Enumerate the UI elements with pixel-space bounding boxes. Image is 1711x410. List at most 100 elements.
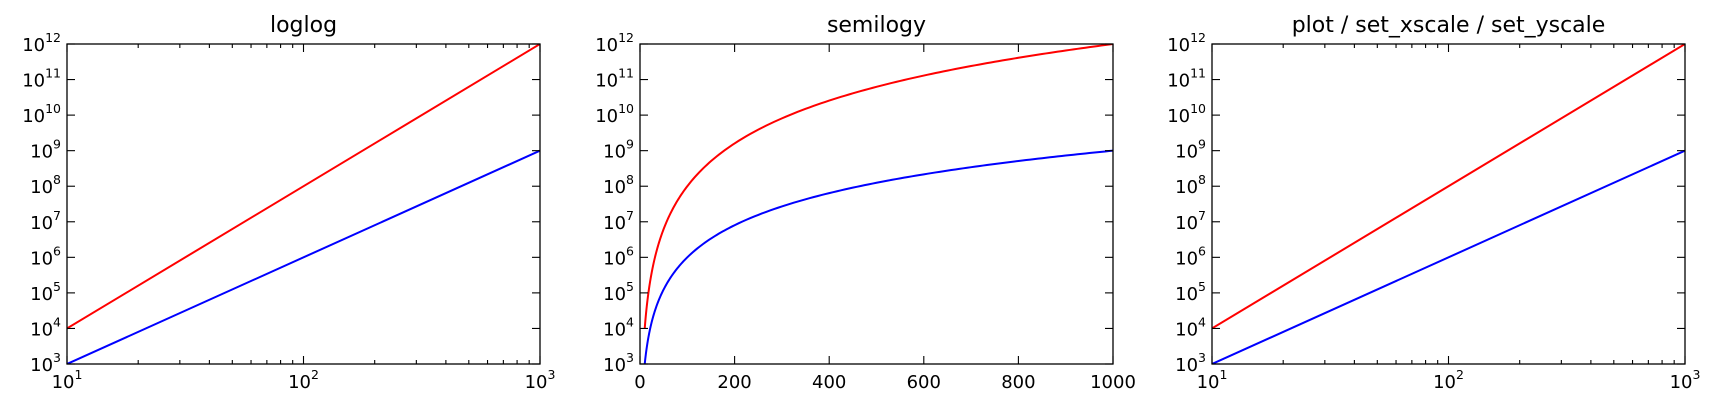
y-tick-label-exponent: 6 <box>626 243 634 258</box>
y-tick-label-exponent: 10 <box>45 101 61 116</box>
plot-frame <box>639 43 1114 365</box>
series-line-1 <box>1212 44 1685 330</box>
y-tick-label-exponent: 9 <box>1198 137 1206 152</box>
y-tick-label-base: 10 <box>603 248 626 269</box>
y-tick-label-exponent: 12 <box>45 30 61 45</box>
y-tick-label-base: 10 <box>1175 142 1198 163</box>
y-tick-label-base: 10 <box>30 248 53 269</box>
x-tick-label-base: 10 <box>288 372 311 393</box>
y-tick-label-exponent: 4 <box>53 314 61 329</box>
y-tick-label: 1011 <box>595 66 634 92</box>
y-tick-label-exponent: 3 <box>53 350 61 365</box>
x-tick-label-text: 1000 <box>1090 372 1136 393</box>
y-tick-label-exponent: 10 <box>1190 101 1206 116</box>
y-tick-label: 108 <box>1175 172 1206 198</box>
x-tick-label: 200 <box>717 372 751 393</box>
y-tick-label-base: 10 <box>30 319 53 340</box>
y-tick-label-base: 10 <box>595 71 618 92</box>
y-tick-label-base: 10 <box>30 284 53 305</box>
y-tick-label: 104 <box>30 314 61 340</box>
y-tick-label-base: 10 <box>603 319 626 340</box>
y-tick-label-exponent: 3 <box>1198 350 1206 365</box>
y-tick-label-base: 10 <box>1175 284 1198 305</box>
y-tick-label-exponent: 8 <box>53 172 61 187</box>
y-tick-label-exponent: 12 <box>1190 30 1206 45</box>
x-tick-label-text: 400 <box>812 372 846 393</box>
y-tick-label: 1012 <box>595 30 634 56</box>
y-tick-label-exponent: 8 <box>626 172 634 187</box>
y-tick-label-base: 10 <box>30 142 53 163</box>
y-tick-label: 105 <box>1175 279 1206 305</box>
y-tick-label-base: 10 <box>603 284 626 305</box>
x-tick-label-exponent: 3 <box>547 367 555 382</box>
y-tick-label-exponent: 11 <box>1190 66 1206 81</box>
x-tick-label-base: 10 <box>52 372 75 393</box>
x-tick-label: 0 <box>634 372 645 393</box>
y-tick-label-exponent: 6 <box>53 243 61 258</box>
x-tick-label-exponent: 1 <box>1219 367 1227 382</box>
y-tick-label-exponent: 10 <box>618 101 634 116</box>
y-tick-label-base: 10 <box>1167 106 1190 127</box>
series-line-0 <box>1212 149 1685 364</box>
y-tick-label-exponent: 12 <box>618 30 634 45</box>
y-tick-label-exponent: 7 <box>53 208 61 223</box>
y-tick-label: 1010 <box>1167 101 1206 127</box>
y-tick-label-base: 10 <box>22 35 45 56</box>
chart-title: semilogy <box>827 13 926 38</box>
y-tick-label-exponent: 9 <box>53 137 61 152</box>
plot-frame <box>66 43 541 365</box>
y-tick-label-exponent: 9 <box>626 137 634 152</box>
y-tick-label-base: 10 <box>595 35 618 56</box>
y-tick-label-base: 10 <box>603 355 626 376</box>
y-tick-label: 104 <box>603 314 634 340</box>
plot-frame <box>1211 43 1686 365</box>
y-tick-label: 109 <box>1175 137 1206 163</box>
y-tick-label-base: 10 <box>603 213 626 234</box>
x-tick-label-base: 10 <box>1670 372 1693 393</box>
y-tick-label-exponent: 11 <box>618 66 634 81</box>
y-tick-label-exponent: 5 <box>626 279 634 294</box>
y-tick-label-exponent: 6 <box>1198 243 1206 258</box>
x-tick-label-base: 10 <box>1197 372 1220 393</box>
x-tick-label-text: 600 <box>907 372 941 393</box>
series-line-1 <box>67 44 540 330</box>
x-tick-label: 800 <box>1001 372 1035 393</box>
x-tick-label: 102 <box>1433 367 1464 393</box>
x-tick-label-exponent: 3 <box>1692 367 1700 382</box>
y-tick-label-base: 10 <box>595 106 618 127</box>
y-tick-label-base: 10 <box>603 142 626 163</box>
y-tick-label-base: 10 <box>1175 248 1198 269</box>
series-group <box>643 44 1113 364</box>
x-tick-label: 1000 <box>1090 372 1136 393</box>
x-tick-label: 103 <box>525 367 556 393</box>
y-tick-label: 104 <box>1175 314 1206 340</box>
x-tick-label-exponent: 2 <box>1456 367 1464 382</box>
x-tick-label: 101 <box>1197 367 1228 393</box>
y-tick-label: 1012 <box>22 30 61 56</box>
y-tick-label: 1010 <box>22 101 61 127</box>
y-tick-label-exponent: 5 <box>1198 279 1206 294</box>
y-tick-label-base: 10 <box>1175 319 1198 340</box>
x-tick-label-base: 10 <box>1433 372 1456 393</box>
y-tick-label: 106 <box>1175 243 1206 269</box>
y-tick-label: 1011 <box>22 66 61 92</box>
x-tick-label-text: 0 <box>634 372 645 393</box>
y-tick-label: 105 <box>603 279 634 305</box>
y-tick-label: 107 <box>1175 208 1206 234</box>
y-tick-label-exponent: 4 <box>626 314 634 329</box>
y-tick-label: 107 <box>30 208 61 234</box>
x-tick-label-base: 10 <box>525 372 548 393</box>
y-tick-label-base: 10 <box>1175 355 1198 376</box>
x-tick-label-text: 800 <box>1001 372 1035 393</box>
series-line-1 <box>643 44 1113 329</box>
y-tick-label-base: 10 <box>603 177 626 198</box>
y-tick-label: 103 <box>1175 350 1206 376</box>
series-line-0 <box>67 149 540 364</box>
y-tick-label: 109 <box>603 137 634 163</box>
y-tick-label-base: 10 <box>22 106 45 127</box>
series-group <box>1212 44 1685 364</box>
